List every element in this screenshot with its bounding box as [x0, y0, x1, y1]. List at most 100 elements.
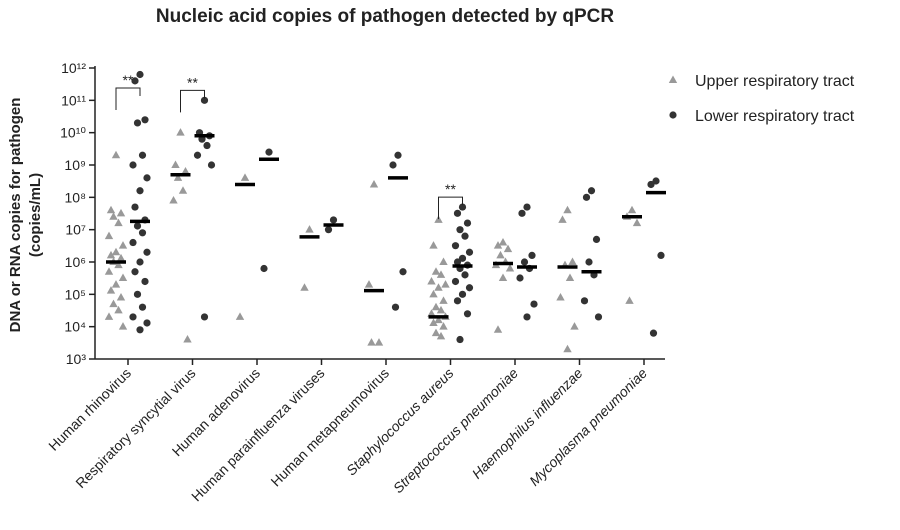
- point: [493, 241, 503, 249]
- point: [116, 253, 126, 262]
- point: [434, 283, 443, 291]
- point: [114, 218, 123, 227]
- significance-bracket: [438, 196, 463, 220]
- point: [141, 116, 149, 124]
- point: [131, 268, 139, 276]
- point: [260, 264, 268, 273]
- point: [136, 258, 144, 266]
- point: [136, 326, 144, 334]
- point: [367, 338, 376, 346]
- point: [141, 277, 149, 286]
- y-tick-label: 10⁵: [65, 286, 86, 302]
- point: [138, 151, 147, 159]
- point: [441, 280, 450, 288]
- point: [391, 303, 400, 311]
- point: [558, 215, 567, 223]
- point: [118, 273, 128, 282]
- y-tick-label: 10⁸: [65, 189, 87, 205]
- point: [114, 305, 123, 314]
- point: [109, 299, 118, 308]
- point: [171, 160, 180, 168]
- y-tick-label: 10³: [66, 351, 87, 367]
- point: [181, 166, 190, 175]
- point: [169, 195, 178, 204]
- point: [563, 205, 572, 214]
- point: [429, 318, 438, 326]
- point: [456, 335, 464, 344]
- point: [463, 219, 472, 227]
- point: [305, 225, 314, 233]
- point: [129, 313, 137, 321]
- point: [178, 186, 188, 194]
- point: [570, 322, 579, 330]
- point: [104, 312, 114, 320]
- point: [116, 292, 126, 301]
- point: [456, 226, 464, 234]
- chart-title: Nucleic acid copies of pathogen detected…: [156, 6, 614, 27]
- significance-label: **: [123, 72, 134, 88]
- point: [193, 151, 202, 159]
- point: [265, 148, 273, 156]
- point: [329, 216, 338, 224]
- point: [520, 258, 529, 266]
- point: [493, 325, 503, 333]
- x-tick-label: Respiratory syncytial virus: [72, 365, 198, 491]
- point: [669, 111, 677, 119]
- point: [668, 75, 678, 83]
- y-axis-label: (copies/mL): [27, 173, 44, 257]
- point: [627, 205, 637, 214]
- point: [439, 322, 448, 330]
- point: [523, 313, 531, 321]
- point: [563, 344, 572, 353]
- point: [235, 312, 245, 320]
- point: [439, 257, 448, 265]
- point: [129, 238, 137, 247]
- point: [131, 203, 139, 211]
- point: [176, 128, 185, 136]
- point: [463, 310, 472, 318]
- point: [498, 238, 508, 246]
- y-tick-label: 10⁶: [65, 254, 86, 270]
- y-axis-label: DNA or RNA copies for pathogen: [7, 98, 24, 333]
- point: [399, 268, 407, 276]
- point: [324, 226, 333, 234]
- point: [106, 205, 116, 214]
- point: [516, 274, 524, 282]
- point: [429, 289, 438, 298]
- point: [106, 250, 116, 259]
- point: [104, 267, 114, 275]
- y-tick-label: 10⁹: [64, 157, 86, 173]
- point: [131, 77, 139, 85]
- point: [565, 273, 575, 282]
- point: [116, 208, 126, 217]
- x-tick-label: Human parainfluenza viruses: [188, 365, 328, 505]
- point: [505, 263, 515, 272]
- point: [207, 161, 216, 169]
- point: [429, 241, 438, 249]
- point: [556, 292, 565, 301]
- point: [364, 280, 374, 288]
- point: [138, 303, 147, 311]
- point: [585, 258, 593, 266]
- point: [625, 296, 634, 304]
- point: [458, 203, 467, 211]
- point: [118, 241, 128, 249]
- point: [498, 273, 508, 282]
- point: [453, 258, 462, 266]
- y-tick-label: 10⁷: [65, 222, 86, 238]
- point: [436, 331, 446, 340]
- point: [465, 248, 474, 256]
- legend-label: Lower respiratory tract: [695, 108, 855, 125]
- point: [136, 187, 144, 195]
- point: [453, 209, 462, 217]
- point: [436, 270, 446, 278]
- significance-label: **: [187, 74, 198, 90]
- point: [143, 248, 151, 256]
- point: [431, 328, 441, 337]
- point: [369, 179, 379, 188]
- point: [649, 329, 658, 337]
- point: [434, 215, 443, 223]
- point: [530, 300, 538, 308]
- point: [118, 322, 128, 330]
- point: [133, 290, 142, 298]
